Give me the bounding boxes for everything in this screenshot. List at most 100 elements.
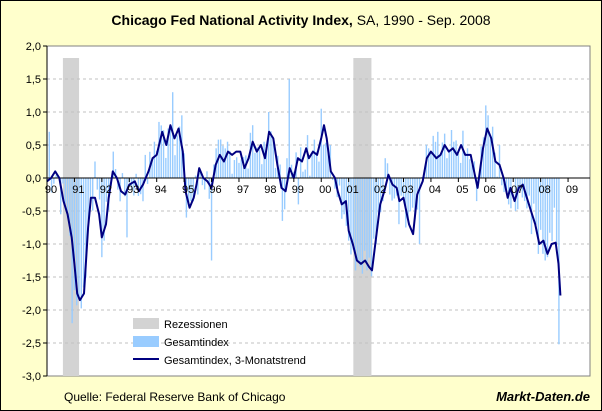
bar: [238, 162, 240, 178]
bar: [361, 178, 364, 274]
bar: [302, 171, 304, 178]
bar: [539, 178, 542, 230]
bar: [544, 178, 546, 261]
bar: [208, 178, 210, 199]
bar: [263, 141, 265, 178]
legend-label: Gesamtindex: [164, 337, 229, 349]
legend-label: Gesamtindex, 3-Monatstrend: [164, 355, 306, 367]
bar: [92, 178, 94, 211]
bar: [274, 167, 277, 178]
bar: [187, 178, 190, 207]
bar: [169, 127, 172, 178]
legend-recession-swatch: [133, 318, 159, 329]
bar: [533, 178, 535, 204]
bar: [254, 152, 256, 178]
bar: [318, 161, 320, 178]
bar: [485, 105, 487, 178]
bar: [441, 142, 444, 178]
x-tick-label: 06: [484, 184, 496, 196]
bar: [409, 178, 412, 212]
bar: [288, 79, 290, 178]
x-tick-label: 08: [539, 184, 551, 196]
recession-band: [62, 58, 80, 376]
bar: [174, 155, 176, 178]
x-tick-label: 02: [374, 184, 386, 196]
bar: [105, 178, 108, 202]
bar: [261, 164, 263, 178]
bar: [133, 178, 135, 196]
bar: [286, 158, 288, 178]
bar: [526, 178, 528, 209]
bar: [311, 151, 313, 178]
bar: [281, 178, 284, 221]
bar: [231, 173, 233, 178]
bar: [510, 178, 512, 209]
bar: [240, 159, 242, 178]
x-tick-label: 07: [511, 184, 523, 196]
bar: [482, 137, 485, 178]
bar: [162, 130, 165, 178]
bar: [190, 178, 192, 202]
bar: [94, 161, 96, 178]
bar: [229, 150, 231, 178]
x-tick-label: 97: [237, 184, 249, 196]
bar: [203, 178, 206, 190]
bar: [249, 132, 252, 178]
bar: [64, 178, 66, 204]
bar: [201, 178, 204, 186]
bar: [521, 178, 524, 198]
x-tick-label: 01: [347, 184, 359, 196]
bar: [192, 178, 194, 202]
bar: [210, 178, 213, 261]
x-tick-label: 91: [72, 184, 84, 196]
bar: [160, 125, 162, 178]
bar: [411, 178, 414, 208]
bar: [151, 160, 153, 178]
bar: [283, 178, 286, 210]
bar: [347, 178, 350, 241]
bar: [155, 150, 158, 178]
x-tick-label: 09: [566, 184, 578, 196]
bar: [270, 131, 272, 178]
trend-line: [46, 124, 562, 302]
bar: [450, 129, 453, 178]
bar: [66, 178, 69, 218]
y-tick-label: -0,5: [22, 206, 41, 218]
bar: [112, 151, 114, 178]
legend-label: Rezessionen: [164, 319, 228, 331]
bar: [142, 178, 144, 202]
bar: [69, 178, 71, 236]
x-tick-label: 05: [456, 184, 468, 196]
x-tick-label: 00: [319, 184, 331, 196]
bar: [53, 178, 55, 184]
bar: [135, 173, 137, 178]
bar: [352, 178, 354, 250]
bar: [304, 169, 306, 178]
bar: [313, 139, 316, 178]
bar: [343, 178, 345, 215]
bar: [327, 149, 329, 178]
bar: [137, 178, 140, 196]
bar: [457, 153, 460, 178]
x-tick-label: 94: [155, 184, 167, 196]
bar: [331, 178, 334, 181]
bar: [375, 178, 377, 244]
bar: [437, 131, 439, 178]
bar: [297, 178, 300, 205]
bar: [384, 158, 386, 178]
bar: [462, 130, 464, 178]
bar: [103, 178, 105, 241]
bar: [418, 178, 421, 244]
bar: [165, 157, 167, 178]
bar: [537, 178, 540, 254]
y-tick-label: -1,0: [22, 239, 41, 251]
bar: [279, 164, 281, 178]
bar: [82, 178, 85, 288]
bar: [158, 121, 160, 178]
bar: [400, 178, 402, 196]
y-tick-label: -2,0: [22, 305, 41, 317]
bar: [251, 125, 254, 178]
bar: [299, 147, 302, 178]
bar: [309, 175, 311, 178]
bar: [443, 133, 446, 178]
